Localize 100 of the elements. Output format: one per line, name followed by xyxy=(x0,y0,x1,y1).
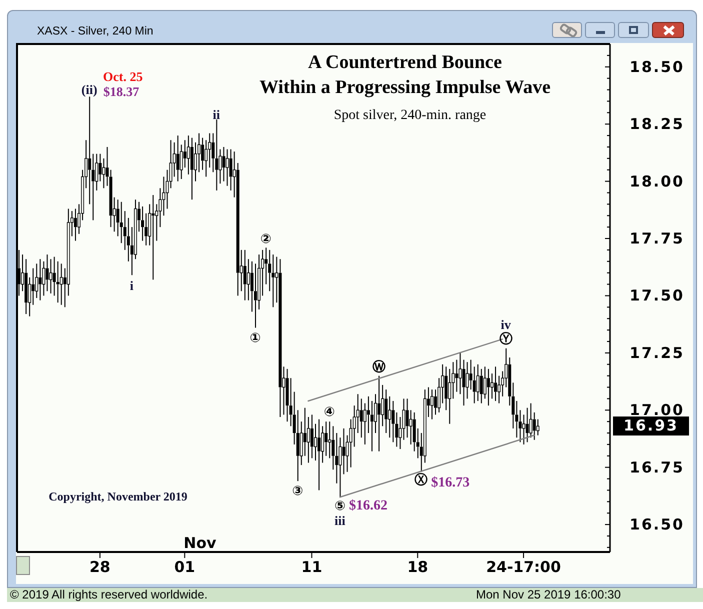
text: Mon Nov 25 2019 16:00:30 xyxy=(476,587,621,602)
candlestick xyxy=(356,394,360,434)
annotation: ③ xyxy=(292,484,304,500)
candlestick xyxy=(318,418,321,491)
x-tick-label: 01 xyxy=(174,558,196,576)
candlestick xyxy=(480,368,483,404)
candlestick xyxy=(409,410,412,445)
candlestick xyxy=(342,428,346,475)
annotation: Copyright, November 2019 xyxy=(48,489,188,504)
candlestick xyxy=(332,426,335,470)
candlestick xyxy=(303,407,306,456)
candlestick xyxy=(268,249,272,292)
y-tick-label: 17.25 xyxy=(630,344,684,362)
candlestick xyxy=(526,407,529,443)
candlestick xyxy=(272,254,275,308)
candlestick xyxy=(141,206,144,242)
candlestick xyxy=(392,400,395,443)
candlestick xyxy=(74,208,77,242)
candlestick xyxy=(229,148,232,191)
candlestick xyxy=(24,258,28,315)
x-tick-label: 24-17:00 xyxy=(486,558,561,576)
candlestick xyxy=(264,247,268,285)
y-tick-label: 17.00 xyxy=(630,401,684,420)
y-tick-label: 16.50 xyxy=(630,516,684,534)
candlestick xyxy=(444,366,448,411)
candlestick xyxy=(469,359,472,390)
candlestick xyxy=(370,400,374,452)
candlestick xyxy=(395,412,398,448)
candlestick xyxy=(434,389,438,416)
annotation: Ⓦ xyxy=(372,360,386,375)
candlestick xyxy=(236,162,240,296)
candlestick xyxy=(261,249,264,296)
annotation: ⑤ xyxy=(334,498,346,514)
y-tick-label: 16.75 xyxy=(630,458,684,476)
candlestick xyxy=(476,364,480,402)
candlestick xyxy=(258,254,261,310)
candlestick xyxy=(448,368,452,424)
candlestick xyxy=(310,414,314,459)
candlestick xyxy=(384,389,388,434)
candlestick xyxy=(430,389,434,420)
y-tick-label: 17.75 xyxy=(630,230,684,248)
candlestick xyxy=(412,412,416,452)
candlestick xyxy=(335,432,338,484)
candlestick xyxy=(162,176,166,216)
candlestick xyxy=(314,423,317,461)
candlestick xyxy=(95,153,98,191)
candlestick xyxy=(158,188,162,228)
candlestick xyxy=(201,137,204,170)
candlestick xyxy=(60,263,63,306)
candlestick xyxy=(455,359,458,392)
y-tick-label: 18.50 xyxy=(630,58,684,76)
annotation: iv xyxy=(500,317,511,332)
annotation: ii xyxy=(212,106,220,122)
candlestick xyxy=(296,410,300,482)
candlestick xyxy=(388,396,392,438)
candlestick xyxy=(360,398,363,438)
candlestick xyxy=(116,199,120,237)
y-tick-label: 18.25 xyxy=(630,115,684,134)
candlestick xyxy=(438,378,441,413)
candlestick xyxy=(338,437,342,498)
candlestick xyxy=(49,258,52,294)
candlestick xyxy=(32,268,35,306)
text: Spot silver, 240-min. range xyxy=(332,107,488,125)
candlestick xyxy=(254,263,257,328)
annotation: i xyxy=(130,278,134,294)
candlestick xyxy=(222,146,226,182)
candlestick xyxy=(402,398,406,440)
candlestick xyxy=(183,140,186,168)
candlestick xyxy=(204,140,208,178)
candlestick xyxy=(278,258,282,418)
candlestick xyxy=(286,368,289,422)
x-tick-label: 18 xyxy=(407,558,428,576)
candlestick xyxy=(423,389,426,464)
text: A Countertrend Bounce Within a Progressing Impulse Wave xyxy=(258,51,552,100)
candlestick xyxy=(215,119,218,191)
candlestick xyxy=(536,418,540,436)
candlestick xyxy=(250,260,254,312)
candlestick xyxy=(352,405,356,448)
text: © 2019 All rights reserved worldwide. xyxy=(10,587,208,602)
annotation: Ⓧ xyxy=(414,472,428,488)
candlestick xyxy=(98,153,102,182)
candlestick xyxy=(472,366,476,404)
x-tick-label: 28 xyxy=(90,558,110,576)
candlestick xyxy=(486,368,490,406)
candlestick xyxy=(52,256,56,296)
candlestick xyxy=(452,362,455,400)
candlestick xyxy=(186,135,190,175)
candlestick xyxy=(518,410,522,443)
annotation: ① xyxy=(250,330,261,346)
candlestick xyxy=(349,418,352,468)
annotation: Nov xyxy=(184,534,216,552)
candlestick xyxy=(363,402,366,445)
annotation: ② xyxy=(260,232,272,247)
candlestick xyxy=(176,135,180,182)
candlestick xyxy=(123,210,126,250)
candlestick xyxy=(109,169,112,228)
candlestick xyxy=(144,212,148,246)
candlestick xyxy=(190,137,194,200)
candlestick xyxy=(515,400,518,438)
candlestick xyxy=(498,375,501,404)
